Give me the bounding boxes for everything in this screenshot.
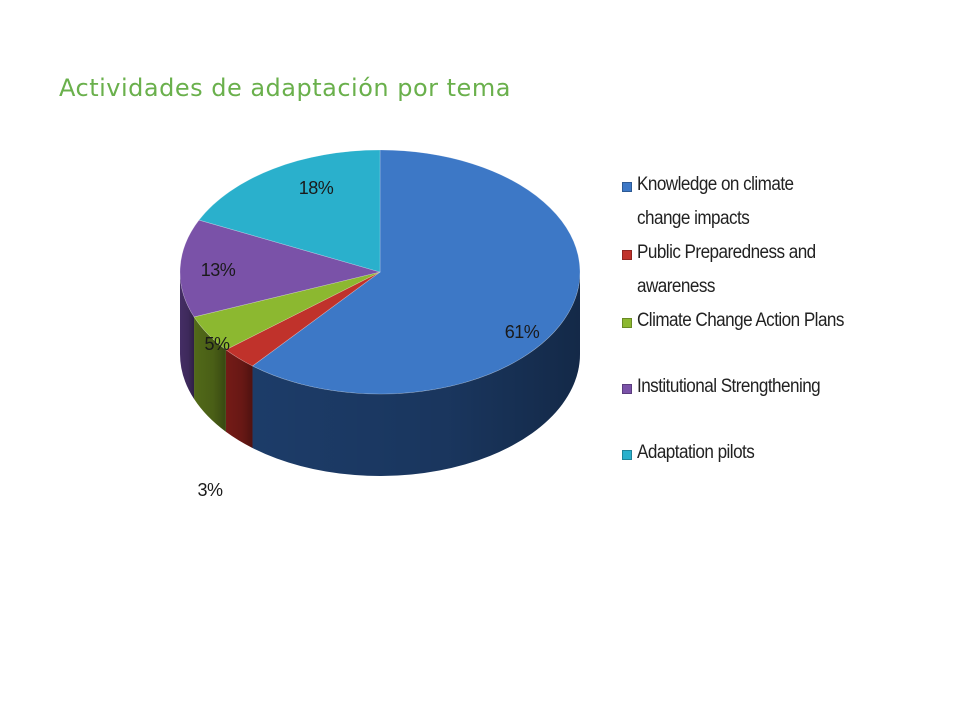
pie-side-shade-2 — [194, 316, 226, 432]
data-label-1: 3% — [197, 480, 223, 500]
pie-slice-3 — [179, 219, 382, 318]
pie-tops — [179, 149, 581, 395]
legend-label-3: Institutional Strengthening — [637, 376, 821, 397]
legend-item-0: Knowledge on climate change impacts — [622, 174, 867, 236]
legend-swatch-4 — [622, 450, 632, 460]
legend-label-1: Public Preparedness and awareness — [637, 242, 816, 297]
pie-slice-2 — [193, 271, 381, 351]
pie-labels: 61% 3% 5% 13% 18% — [197, 178, 540, 500]
legend-item-4: Adaptation pilots — [622, 442, 867, 470]
data-label-0: 61% — [505, 322, 540, 342]
pie-side-shade-3 — [180, 272, 195, 399]
pie-side-shade-1 — [225, 349, 253, 449]
legend-label-0: Knowledge on climate change impacts — [637, 174, 794, 229]
legend-item-2: Climate Change Action Plans — [622, 310, 867, 338]
legend-swatch-0 — [622, 182, 632, 192]
legend-swatch-3 — [622, 384, 632, 394]
data-label-4: 18% — [299, 178, 334, 198]
pie-slice-0 — [251, 149, 581, 395]
data-label-3: 13% — [201, 260, 236, 280]
data-label-2: 5% — [204, 334, 230, 354]
pie-sides — [180, 272, 580, 476]
legend-label-2: Climate Change Action Plans — [637, 310, 844, 331]
pie-slice-4 — [198, 149, 381, 273]
legend-label-4: Adaptation pilots — [637, 442, 755, 463]
legend-item-1: Public Preparedness and awareness — [622, 242, 867, 304]
legend-swatch-2 — [622, 318, 632, 328]
pie-slice-1 — [225, 271, 381, 367]
pie-side-shade-0 — [252, 272, 580, 476]
slide-title: Actividades de adaptación por tema — [59, 74, 511, 102]
legend-swatch-1 — [622, 250, 632, 260]
legend-item-3: Institutional Strengthening — [622, 376, 867, 404]
